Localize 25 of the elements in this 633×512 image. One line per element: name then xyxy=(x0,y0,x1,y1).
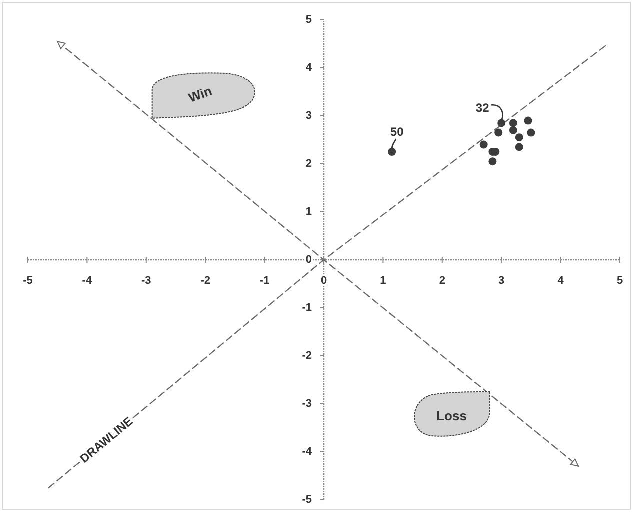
annotation: 50 xyxy=(390,125,404,139)
x-tick-label: 0 xyxy=(320,275,328,287)
y-tick-label: 3 xyxy=(306,110,312,122)
y-tick-label: -4 xyxy=(302,446,313,458)
x-tick-label: -1 xyxy=(260,275,270,287)
x-tick-label: 4 xyxy=(558,275,565,287)
y-tick-label: -5 xyxy=(302,494,312,506)
x-tick-label: 3 xyxy=(498,275,505,287)
x-tick-label: 1 xyxy=(380,275,386,287)
x-tick-label: 5 xyxy=(616,275,624,287)
x-tick-label: -4 xyxy=(82,275,93,287)
x-tick-label: 2 xyxy=(439,275,446,287)
annotation: Win xyxy=(186,83,214,106)
x-tick-label: -3 xyxy=(142,275,152,287)
y-tick-label: 4 xyxy=(306,62,313,74)
x-tick-label: -2 xyxy=(200,275,210,287)
y-tick-label: 1 xyxy=(306,206,312,218)
x-tick-label: -5 xyxy=(23,275,33,287)
y-tick-label: -2 xyxy=(302,350,312,362)
y-tick-label: 5 xyxy=(306,14,312,26)
y-tick-label: -1 xyxy=(302,302,312,314)
annotation: 32 xyxy=(476,101,490,116)
annotation: Loss xyxy=(436,408,467,424)
y-tick-label: 2 xyxy=(306,158,312,170)
y-tick-label: -3 xyxy=(302,398,312,410)
